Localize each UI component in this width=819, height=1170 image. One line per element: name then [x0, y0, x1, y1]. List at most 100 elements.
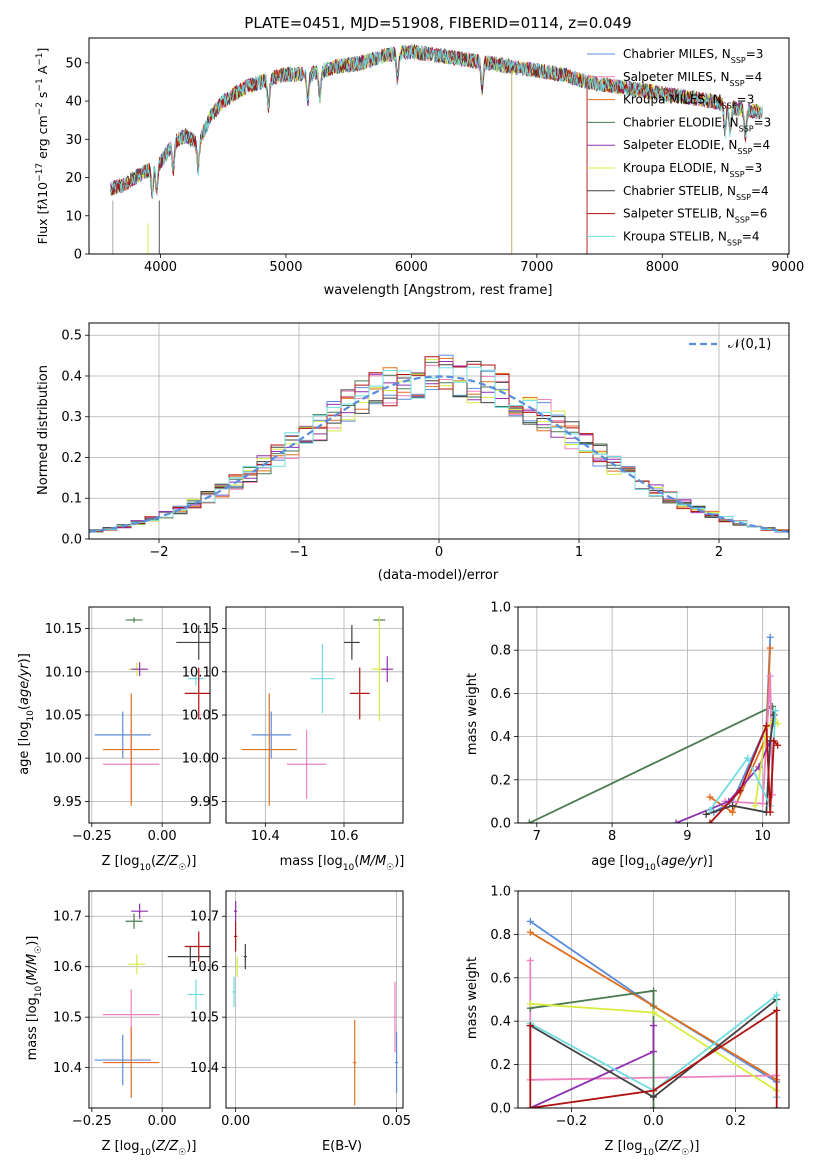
mass-z-frame [88, 890, 211, 1109]
w-age-marker [729, 802, 737, 810]
mass-ebv-ytick-label: 10.6 [190, 960, 219, 975]
w-z-ytick-label: 0.4 [490, 1015, 511, 1030]
w-z-marker [773, 1006, 781, 1014]
hist-step-kroupa-stelib [89, 366, 789, 534]
hist-ytick-label: 0.5 [61, 329, 82, 344]
spectrum-ytick-label: 20 [65, 171, 82, 186]
spectrum-xtick-label: 4000 [144, 260, 177, 275]
age-mass-ytick-label: 10.15 [182, 622, 219, 637]
hist-legend-label: 𝒩(0,1) [728, 337, 771, 352]
age-mass-points [241, 617, 394, 806]
w-age-marker [702, 810, 710, 818]
w-z-marker [526, 1000, 534, 1008]
w-z-ytick-label: 0.0 [490, 1102, 511, 1117]
spectrum-xtick-label: 9000 [771, 260, 804, 275]
age-z-ytick-label: 9.95 [53, 795, 82, 810]
w-z-xtick-label: 0.2 [725, 1114, 746, 1129]
w-age-frame [517, 606, 790, 824]
age-z-xtick-label: 0.00 [148, 829, 177, 844]
spectrum-ytick-label: 10 [65, 209, 82, 224]
w-age-ytick-label: 0.0 [490, 817, 511, 832]
w-age-marker [672, 819, 680, 823]
hist-xlabel: (data-model)/error [378, 568, 499, 583]
w-z-xtick-label: −0.2 [556, 1114, 588, 1129]
w-z-marker [526, 928, 534, 936]
hist-ytick-label: 0.3 [61, 410, 82, 425]
hist-xtick-label: −2 [149, 545, 168, 560]
w-age-marker [766, 633, 774, 641]
w-age-ylabel: mass weight [465, 673, 480, 755]
w-age-marker [770, 737, 778, 745]
age-z-xlabel: Z [log10(Z/Z☉)] [102, 854, 197, 873]
w-z-marker [650, 1048, 657, 1056]
age-z-points [94, 617, 210, 806]
age-mass-ytick-label: 9.95 [190, 795, 219, 810]
chart-title: PLATE=0451, MJD=51908, FIBERID=0114, z=0… [244, 14, 631, 32]
age-z-frame [88, 606, 211, 824]
hist-xtick-label: −1 [289, 545, 308, 560]
mass-z-ytick-label: 10.6 [53, 960, 82, 975]
spectrum-line-kroupa-stelib [109, 44, 763, 198]
w-age-marker [759, 800, 767, 808]
spectrum-ytick-label: 40 [65, 95, 82, 110]
w-z-marker [650, 987, 657, 995]
hist-frame [88, 322, 790, 540]
spectrum-ytick-label: 50 [65, 56, 82, 71]
spectrum-xtick-label: 7000 [520, 260, 553, 275]
w-age-ytick-label: 0.8 [490, 644, 511, 659]
legend-label: Chabrier MILES, NSSP=3 [623, 47, 763, 65]
spectrum-ylabel: Flux [fλ10−17 erg cm−2 s−1 A−1] [35, 48, 50, 245]
age-z-ytick-label: 10.15 [45, 622, 82, 637]
w-age-marker [766, 808, 774, 816]
mass-z-xtick-label: −0.25 [72, 1114, 112, 1129]
legend-label: Chabrier STELIB, NSSP=4 [623, 184, 769, 202]
age-z-ylabel: age [log10(age/yr)] [17, 653, 36, 775]
w-age-lines [525, 633, 782, 823]
w-age-marker [706, 806, 714, 814]
hist-ytick-label: 0.1 [61, 492, 82, 507]
legend-label: Kroupa ELODIE, NSSP=3 [623, 161, 762, 179]
mass-z-points [94, 903, 210, 1098]
age-mass-ytick-label: 10.10 [182, 665, 219, 680]
spectrum-xtick-label: 5000 [269, 260, 302, 275]
w-z-lines [526, 917, 781, 1108]
w-z-line-salpeter-elodie [529, 1025, 655, 1108]
mass-z-xtick-label: 0.00 [148, 1114, 177, 1129]
w-z-ylabel: mass weight [465, 957, 480, 1039]
w-z-marker [650, 1093, 657, 1101]
legend-label: Salpeter MILES, NSSP=4 [623, 70, 762, 88]
w-z-marker [650, 1104, 657, 1108]
age-z-ytick-label: 10.10 [45, 665, 82, 680]
w-age-xtick-label: 7 [533, 829, 541, 844]
mass-ebv-xtick-label: 0.00 [221, 1114, 250, 1129]
w-z-ytick-label: 0.8 [490, 928, 511, 943]
hist-steps [89, 354, 789, 535]
spectrum-ytick-label: 0 [74, 248, 82, 263]
mass-ebv-xtick-label: 0.05 [382, 1114, 411, 1129]
w-age-marker [751, 802, 759, 810]
age-z-xtick-label: −0.25 [72, 829, 112, 844]
w-age-ytick-label: 0.4 [490, 730, 511, 745]
mass-ebv-points [232, 901, 399, 1106]
mass-ebv-ytick-label: 10.4 [190, 1061, 219, 1076]
hist-xtick-label: 2 [715, 545, 723, 560]
hist-ytick-label: 0.0 [61, 533, 82, 548]
w-age-xtick-label: 9 [683, 829, 691, 844]
w-age-xtick-label: 8 [608, 829, 616, 844]
w-age-marker [706, 819, 714, 823]
w-z-xlabel: Z [log10(Z/Z☉)] [605, 1139, 700, 1158]
age-mass-ytick-label: 10.00 [182, 752, 219, 767]
mass-z-xlabel: Z [log10(Z/Z☉)] [102, 1139, 197, 1158]
w-age-ytick-label: 0.2 [490, 773, 511, 788]
w-age-marker [766, 644, 774, 652]
w-z-xtick-label: 0.0 [643, 1114, 664, 1129]
legend-label: Salpeter ELODIE, NSSP=4 [623, 138, 770, 156]
hist-ylabel: Normed distribution [36, 365, 51, 495]
w-z-ytick-label: 1.0 [490, 885, 511, 900]
normal-curve [89, 375, 789, 533]
age-mass-xtick-label: 10.6 [330, 829, 359, 844]
mass-z-ytick-label: 10.5 [53, 1011, 82, 1026]
spectrum-legend: Chabrier MILES, NSSP=3 Salpeter MILES, NS… [587, 47, 771, 247]
w-age-marker [706, 793, 714, 801]
